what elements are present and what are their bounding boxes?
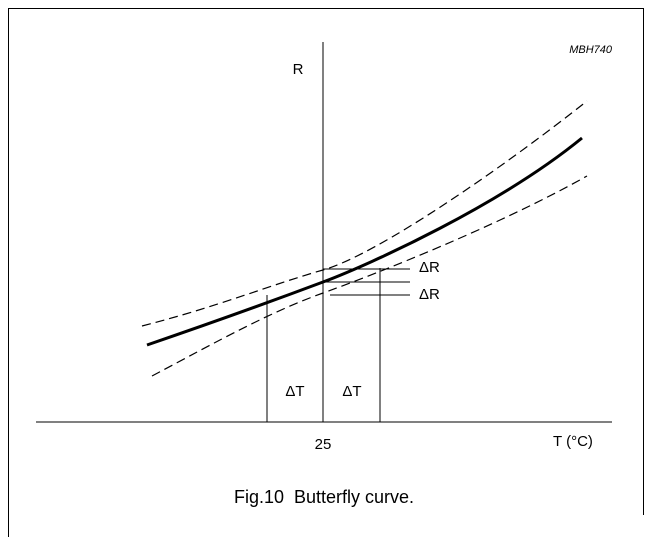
delta-r-label: ΔR xyxy=(419,259,440,276)
x-axis-label: T (°C) xyxy=(553,433,593,450)
upper-tolerance-curve xyxy=(141,100,588,327)
x-center-label: 25 xyxy=(315,436,332,453)
delta-t-label: ΔT xyxy=(342,383,361,400)
delta-t-label: ΔT xyxy=(285,383,304,400)
delta-r-label: ΔR xyxy=(419,286,440,303)
lower-tolerance-curve xyxy=(151,175,588,377)
y-axis-label: R xyxy=(293,61,304,78)
frame xyxy=(8,8,644,537)
nominal-curve xyxy=(146,136,583,347)
code-label: MBH740 xyxy=(569,44,613,56)
caption: Fig.10 Butterfly curve. xyxy=(234,487,414,507)
